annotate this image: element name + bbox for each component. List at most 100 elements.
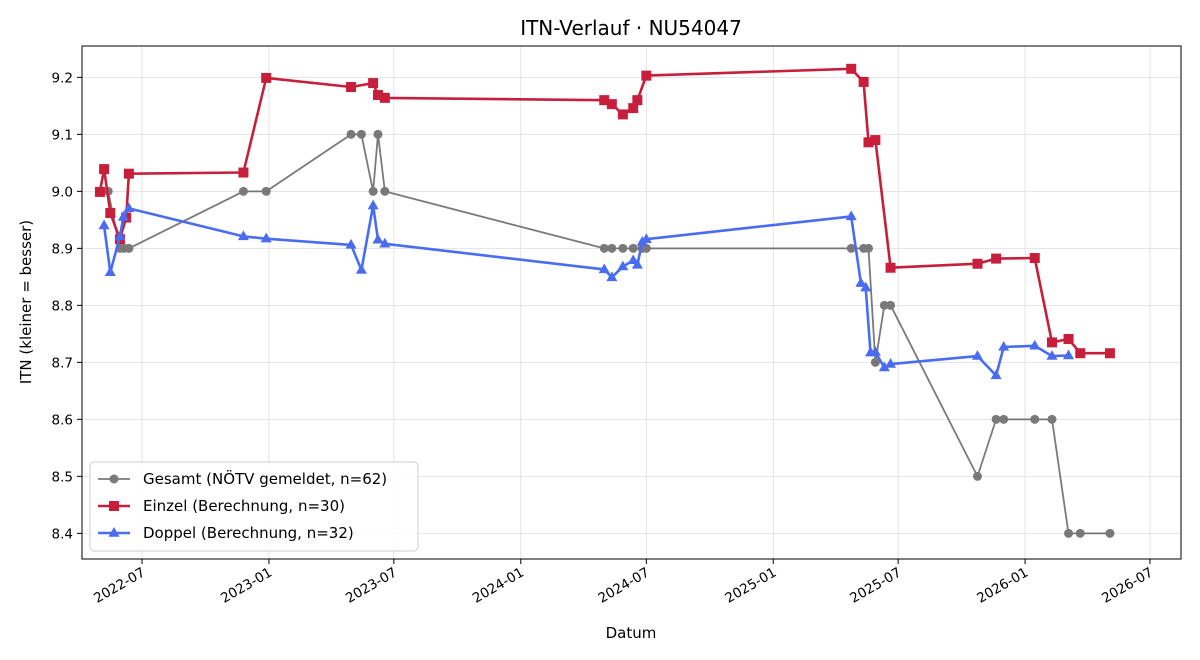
series-doppel (98, 199, 1075, 380)
einzel-point (346, 82, 357, 93)
einzel-point (628, 103, 639, 114)
einzel-point (123, 168, 134, 179)
einzel-point (858, 76, 869, 87)
gesamt-point (886, 300, 896, 310)
doppel-point (98, 219, 110, 230)
doppel-point (845, 210, 857, 221)
gesamt-point (641, 243, 651, 253)
einzel-point (972, 258, 983, 269)
doppel-point (860, 281, 872, 292)
x-tick-label: 2023-01 (218, 565, 275, 607)
gesamt-point (368, 186, 378, 196)
y-tick-label: 8.4 (52, 526, 73, 542)
gesamt-point (972, 471, 982, 481)
gesamt-point (1030, 414, 1040, 424)
einzel-point (105, 208, 116, 219)
einzel-point (1104, 348, 1115, 359)
doppel-point (237, 230, 249, 241)
y-tick-label: 8.7 (52, 355, 73, 371)
einzel-line (98, 67, 1110, 355)
doppel-point (1029, 339, 1041, 350)
doppel-point (885, 358, 897, 368)
gesamt-point (1047, 414, 1057, 424)
einzel-point (379, 92, 390, 103)
gesamt-point (261, 186, 271, 196)
x-tick-label: 2026-01 (974, 565, 1031, 607)
doppel-point (617, 260, 629, 271)
einzel-point (863, 137, 874, 148)
gesamt-point (346, 129, 356, 139)
chart-title: ITN-Verlauf · NU54047 (520, 16, 742, 40)
einzel-point (372, 90, 383, 101)
legend-label: Einzel (Berechnung, n=30) (143, 497, 345, 515)
doppel-point (367, 199, 379, 210)
y-tick-label: 8.8 (52, 298, 73, 314)
doppel-point (606, 271, 618, 282)
x-tick-label: 2022-07 (91, 565, 148, 607)
einzel-point (599, 95, 610, 106)
einzel-point (606, 99, 617, 110)
doppel-point (379, 237, 391, 248)
einzel-point (641, 70, 652, 81)
y-tick-label: 9.1 (52, 127, 73, 143)
einzel-point (1075, 348, 1086, 359)
x-tick-label: 2026-07 (1099, 565, 1156, 607)
doppel-point (123, 202, 135, 213)
gesamt-point (373, 129, 383, 139)
einzel-point (632, 95, 643, 106)
doppel-point (104, 266, 116, 277)
y-tick-label: 8.9 (52, 241, 73, 257)
einzel-point (1029, 253, 1040, 264)
x-axis-label: Datum (606, 624, 657, 642)
doppel-point (855, 277, 867, 287)
legend-swatch-marker (108, 527, 120, 537)
series-layer (94, 63, 1115, 538)
doppel-point (990, 369, 1002, 380)
einzel-point (991, 253, 1002, 264)
einzel-point (1046, 337, 1057, 348)
gesamt-point (1064, 528, 1074, 538)
gesamt-point (607, 243, 617, 253)
doppel-point (598, 263, 610, 274)
doppel-point (878, 361, 890, 372)
doppel-point (372, 233, 384, 244)
einzel-point (238, 167, 249, 178)
x-tick-label: 2025-07 (847, 565, 904, 607)
legend-swatch-marker (109, 474, 119, 484)
x-tick-label: 2024-01 (470, 565, 527, 607)
gesamt-point (1105, 528, 1115, 538)
y-tick-label: 8.6 (52, 412, 73, 428)
doppel-point (998, 340, 1010, 351)
gesamt-point (999, 414, 1009, 424)
y-tick-label: 8.5 (52, 469, 73, 485)
gesamt-point (846, 243, 856, 253)
einzel-point (885, 262, 896, 273)
legend-swatch-marker (109, 501, 119, 511)
einzel-point (99, 164, 110, 175)
legend: Gesamt (NÖTV gemeldet, n=62) Einzel (Bere… (89, 461, 419, 552)
y-tick-label: 9.0 (52, 184, 73, 200)
legend-entry-doppel (98, 527, 130, 537)
doppel-point (971, 350, 984, 360)
doppel-point (631, 258, 643, 269)
gesamt-point (599, 243, 609, 253)
y-tick-label: 9.2 (52, 70, 73, 86)
y-axis-label: ITN (kleiner = besser) (17, 220, 35, 384)
legend-box (89, 461, 419, 552)
x-tick-label: 2023-07 (343, 565, 400, 607)
gesamt-point (356, 129, 366, 139)
gesamt-point (618, 243, 628, 253)
einzel-point (870, 135, 881, 146)
einzel-point (846, 63, 857, 74)
gesamt-point (124, 243, 134, 253)
gesamt-point (863, 243, 873, 253)
gesamt-point (380, 186, 390, 196)
doppel-point (355, 264, 367, 274)
doppel-point (1046, 350, 1058, 360)
legend-label: Gesamt (NÖTV gemeldet, n=62) (143, 469, 387, 488)
einzel-point (617, 109, 628, 120)
doppel-line (102, 204, 1069, 377)
doppel-point (640, 233, 652, 243)
doppel-point (869, 346, 881, 356)
